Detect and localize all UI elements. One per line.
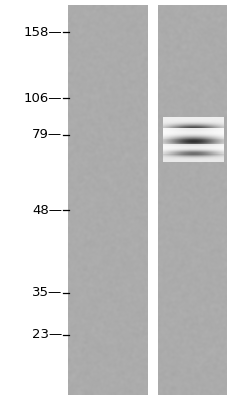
Text: 106—: 106— bbox=[23, 92, 62, 104]
Text: 79—: 79— bbox=[32, 128, 62, 142]
Bar bbox=[147, 5, 157, 395]
Text: 158—: 158— bbox=[23, 26, 62, 38]
Text: 48—: 48— bbox=[32, 204, 62, 216]
Text: 23—: 23— bbox=[32, 328, 62, 342]
Text: 35—: 35— bbox=[32, 286, 62, 300]
